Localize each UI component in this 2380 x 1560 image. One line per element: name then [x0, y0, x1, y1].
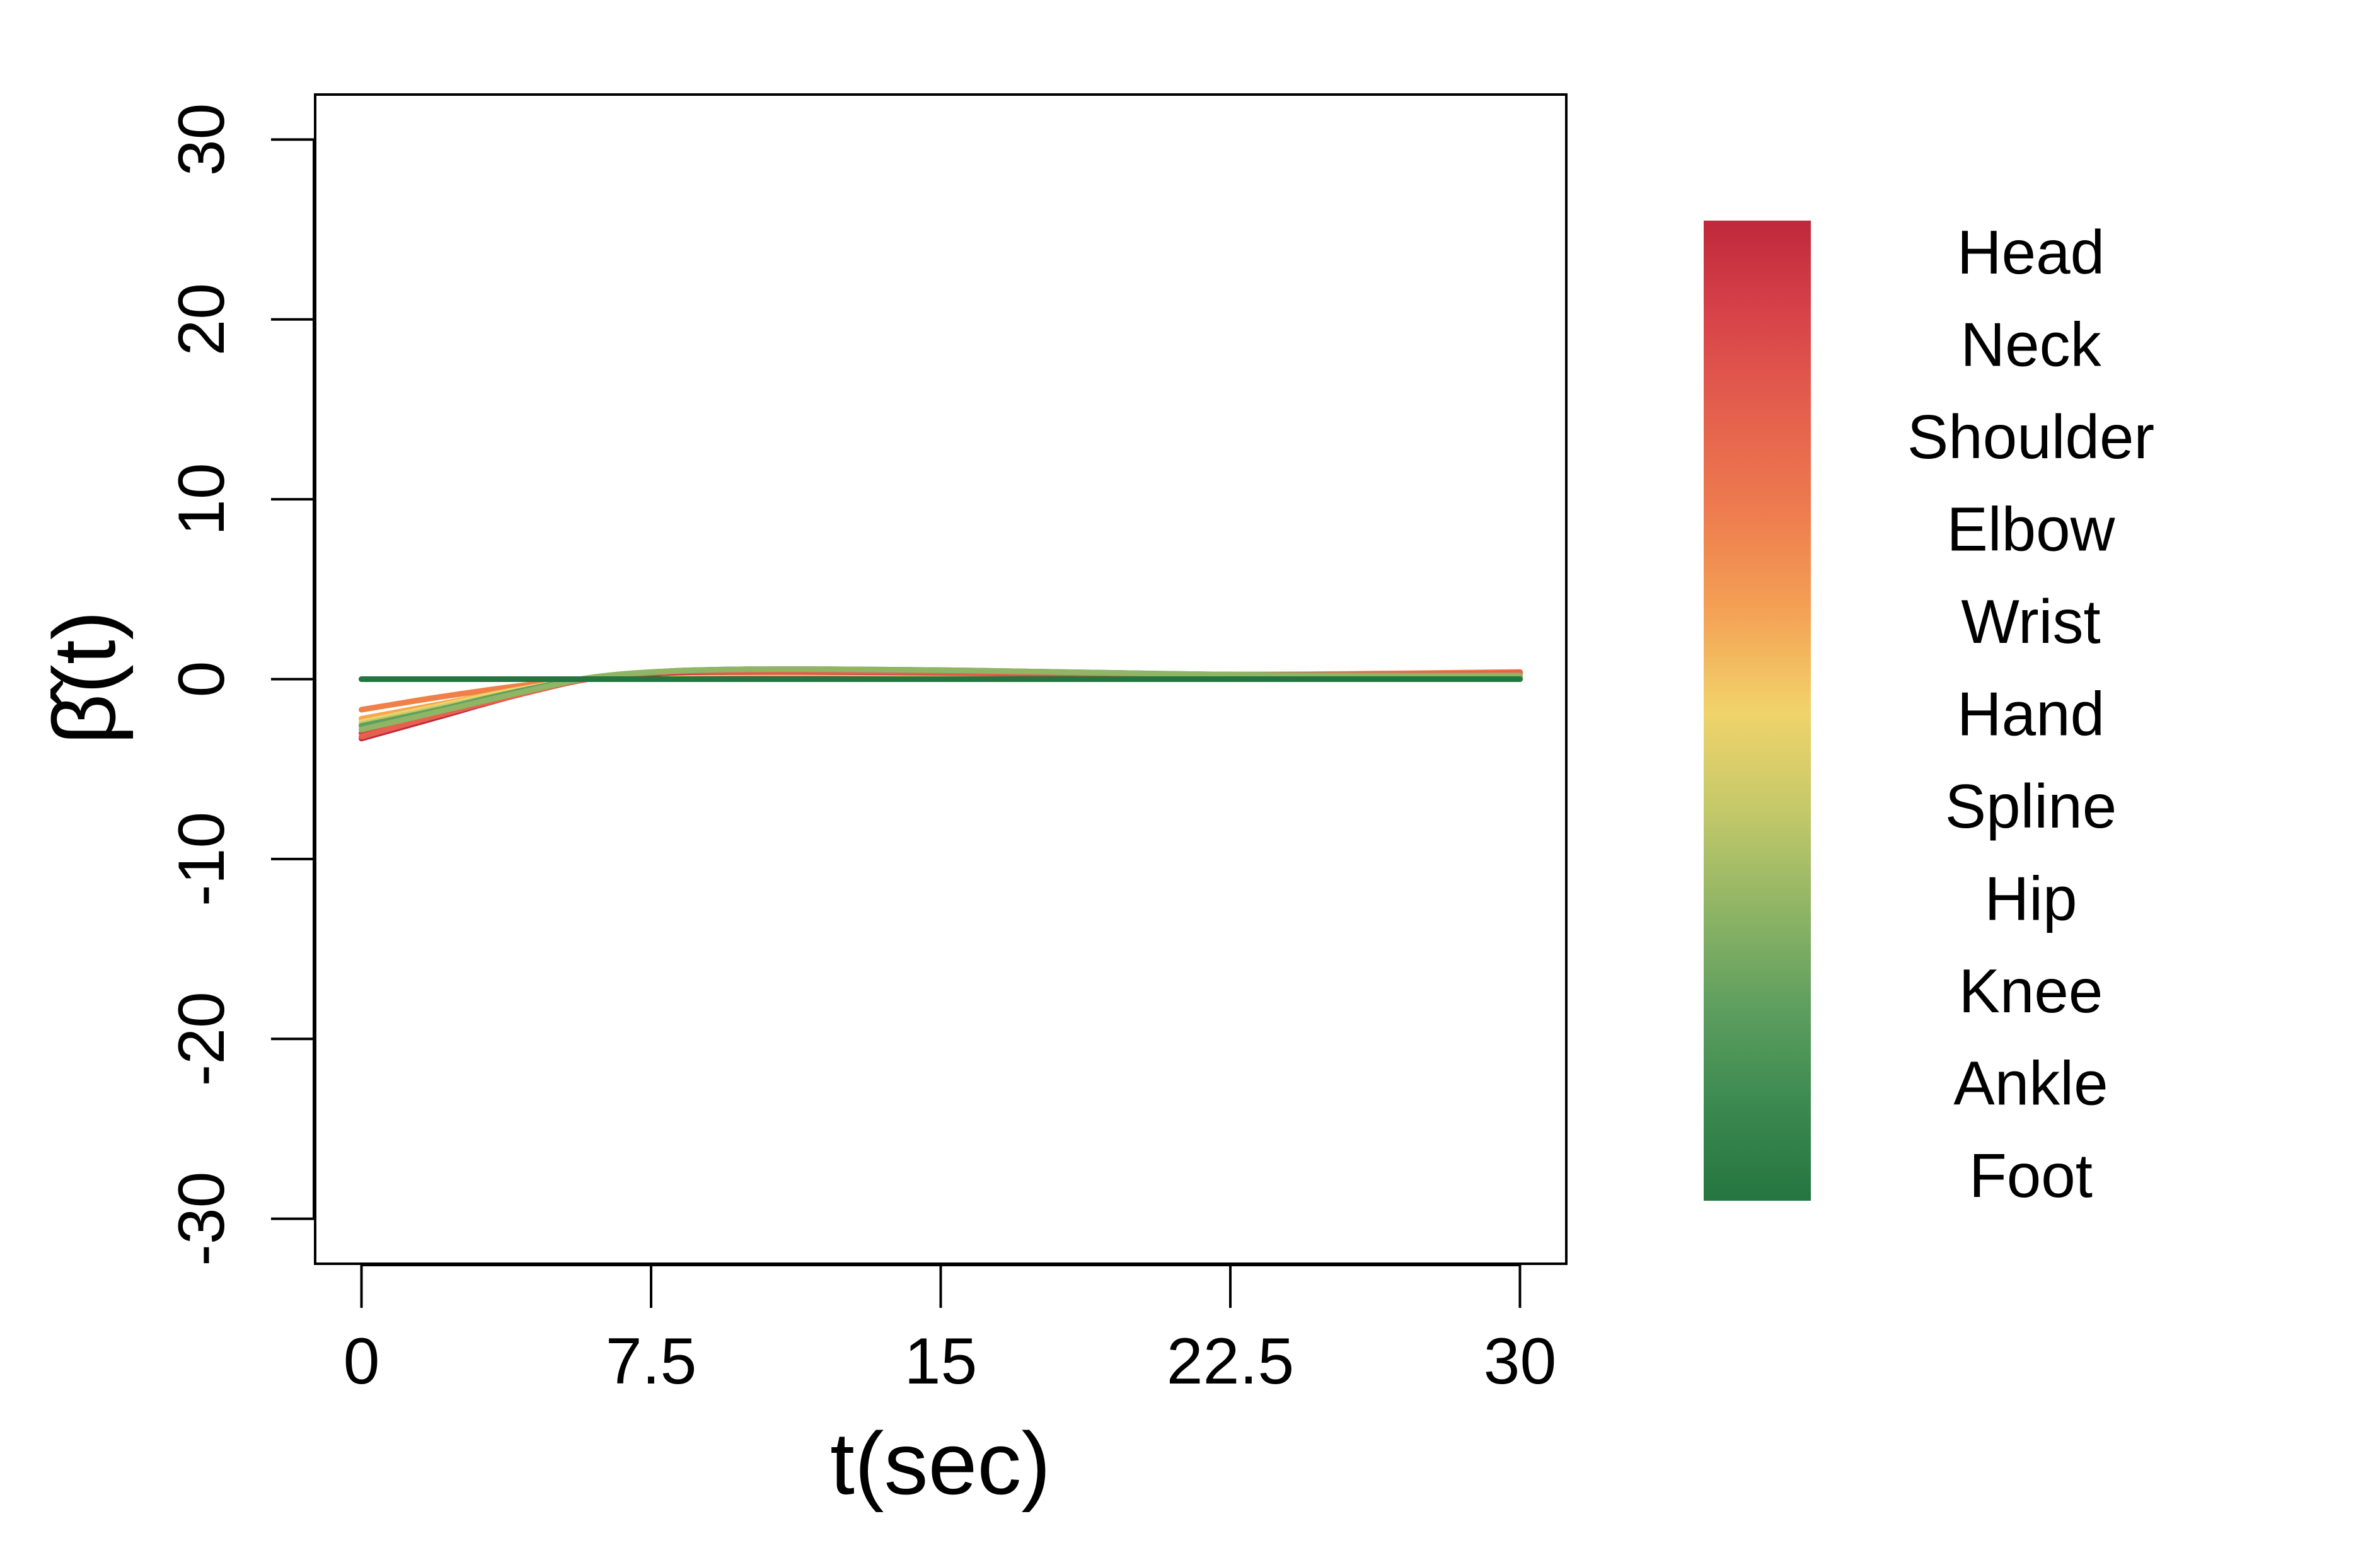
legend-label-elbow: Elbow: [1947, 495, 2116, 564]
legend-label-foot: Foot: [1969, 1141, 2093, 1210]
y-axis: -30 -20 -10 0 10 20 30: [165, 103, 315, 1266]
x-tick-label: 15: [904, 1325, 978, 1398]
legend-colorbar: [1704, 221, 1811, 1201]
legend-label-hand: Hand: [1957, 679, 2105, 749]
legend-labels: Head Neck Shoulder Elbow Wrist Hand Spline Hip K…: [1907, 217, 2154, 1210]
y-tick-label: -20: [165, 991, 238, 1086]
legend-label-ankle: Ankle: [1953, 1049, 2108, 1118]
legend-label-neck: Neck: [1960, 310, 2101, 379]
series-line-hip: [359, 666, 1523, 732]
y-tick-label: -10: [165, 812, 238, 906]
y-tick-label: 20: [165, 283, 238, 356]
legend-label-knee: Knee: [1959, 956, 2103, 1026]
legend-label-spline: Spline: [1945, 771, 2117, 841]
y-axis-title: β̂(t): [35, 611, 134, 745]
y-tick-label: 0: [165, 661, 238, 698]
x-tick-label: 7.5: [606, 1325, 697, 1398]
series-layer: [359, 666, 1523, 742]
y-tick-label: 30: [165, 103, 238, 176]
x-tick-label: 0: [344, 1325, 380, 1398]
y-tick-label: 10: [165, 463, 238, 536]
x-tick-label: 22.5: [1167, 1325, 1294, 1398]
x-tick-label: 30: [1484, 1325, 1557, 1398]
y-tick-label: -30: [165, 1171, 238, 1266]
x-axis: 0 7.5 15 22.5 30: [344, 1264, 1557, 1398]
legend-label-wrist: Wrist: [1961, 587, 2100, 656]
legend-label-head: Head: [1957, 217, 2105, 287]
legend-label-shoulder: Shoulder: [1907, 402, 2154, 471]
x-axis-title: t(sec): [830, 1414, 1051, 1513]
legend-label-hip: Hip: [1984, 864, 2077, 933]
